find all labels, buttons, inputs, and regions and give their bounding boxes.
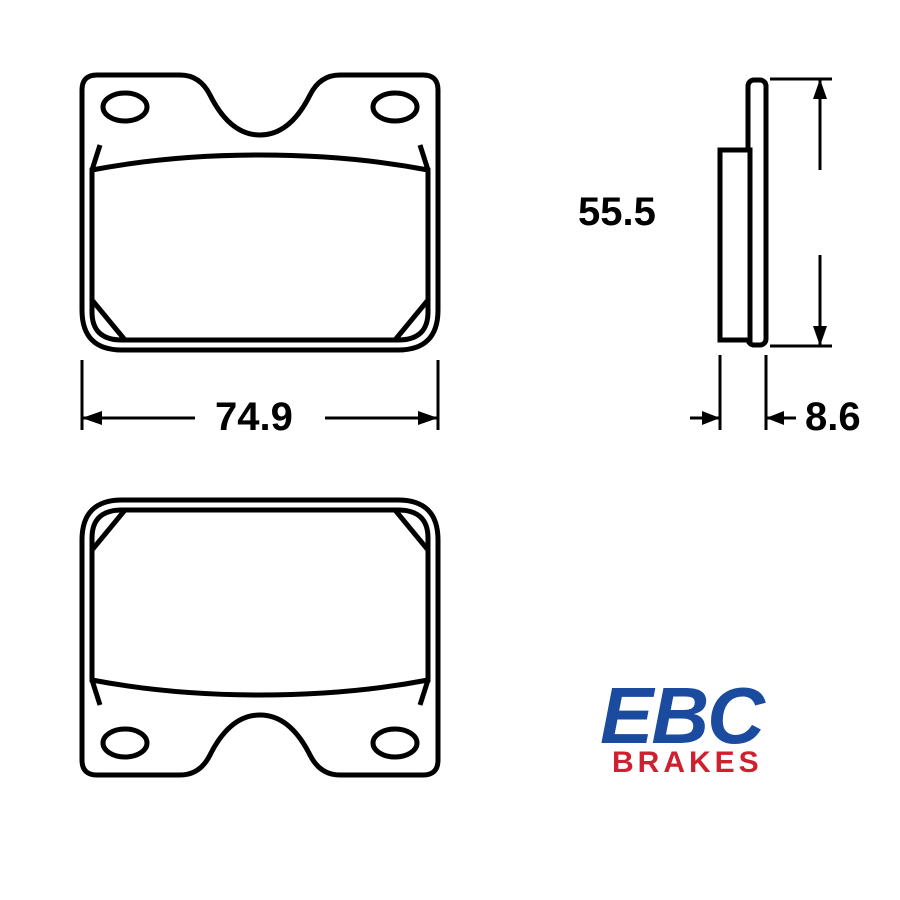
height-value: 55.5 xyxy=(578,190,656,235)
brake-pad-top xyxy=(82,75,438,350)
logo-sub-text: BRAKES xyxy=(612,746,763,780)
brand-logo: EBC BRAKES xyxy=(600,680,763,780)
logo-main-text: EBC xyxy=(600,680,763,752)
width-value: 74.9 xyxy=(215,395,293,440)
dimension-thickness xyxy=(690,355,796,430)
thickness-value: 8.6 xyxy=(805,395,861,440)
brake-pad-side-view xyxy=(720,80,766,345)
brake-pad-bottom xyxy=(82,500,438,775)
dimension-height xyxy=(770,79,832,346)
technical-drawing xyxy=(0,0,900,900)
